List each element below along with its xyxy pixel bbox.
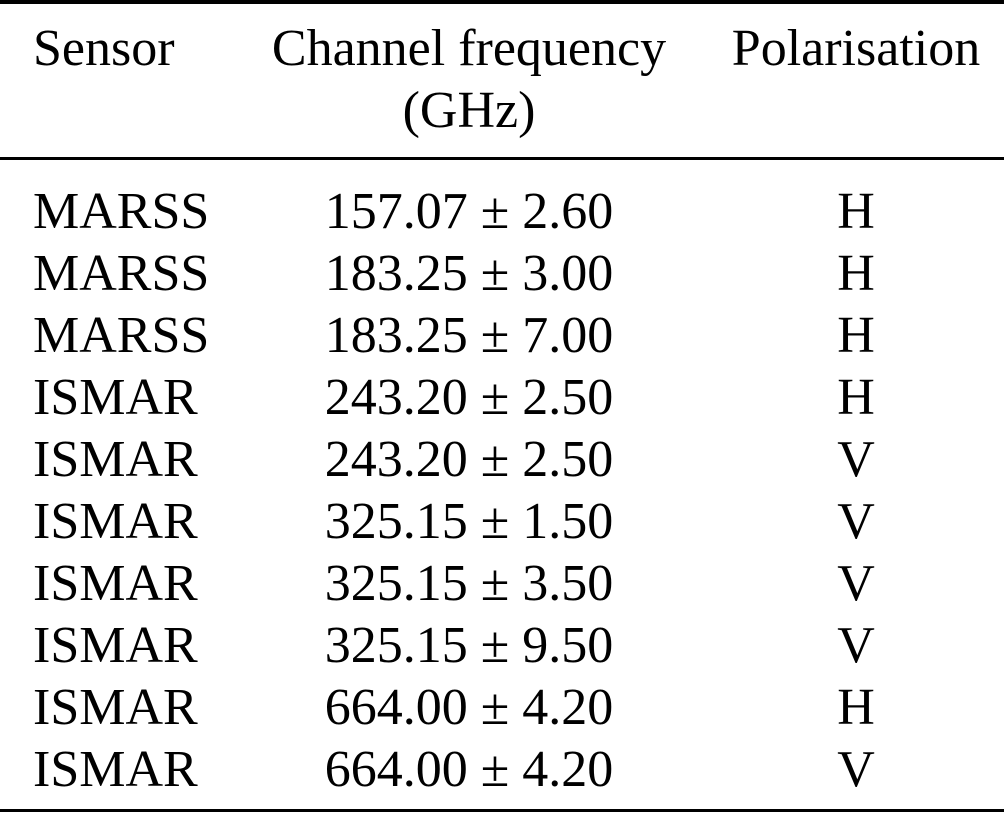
header-channel-frequency-line1: Channel frequency xyxy=(271,20,667,77)
cell-sensor: MARSS xyxy=(33,245,210,302)
table-row: MARSS 183.25 ± 7.00 H xyxy=(0,305,1004,367)
cell-polarisation: H xyxy=(837,369,875,426)
header-channel-frequency: Channel frequency (GHz) xyxy=(270,18,668,142)
cell-frequency: 325.15 ± 1.50 xyxy=(324,493,614,550)
cell-frequency: 157.07 ± 2.60 xyxy=(324,183,614,240)
cell-sensor: ISMAR xyxy=(33,369,198,426)
table-row: ISMAR 325.15 ± 9.50 V xyxy=(0,615,1004,677)
cell-frequency: 183.25 ± 7.00 xyxy=(324,307,614,364)
cell-frequency: 243.20 ± 2.50 xyxy=(324,369,614,426)
cell-frequency: 664.00 ± 4.20 xyxy=(324,741,614,798)
cell-polarisation: H xyxy=(837,307,875,364)
table-header-row: Sensor Channel frequency (GHz) Polarisat… xyxy=(0,4,1004,142)
cell-sensor: ISMAR xyxy=(33,493,198,550)
cell-polarisation: V xyxy=(837,741,875,798)
cell-polarisation: V xyxy=(837,617,875,674)
cell-frequency: 325.15 ± 9.50 xyxy=(324,617,614,674)
cell-polarisation: H xyxy=(837,183,875,240)
cell-polarisation: H xyxy=(837,245,875,302)
cell-frequency: 183.25 ± 3.00 xyxy=(324,245,614,302)
cell-sensor: ISMAR xyxy=(33,555,198,612)
table-row: ISMAR 243.20 ± 2.50 H xyxy=(0,367,1004,429)
table-row: ISMAR 664.00 ± 4.20 V xyxy=(0,739,1004,801)
table-rule-mid xyxy=(0,157,1004,160)
cell-sensor: ISMAR xyxy=(33,431,198,488)
cell-sensor: MARSS xyxy=(33,183,210,240)
header-sensor: Sensor xyxy=(33,20,175,77)
cell-polarisation: V xyxy=(837,431,875,488)
cell-sensor: ISMAR xyxy=(33,741,198,798)
table-row: ISMAR 325.15 ± 3.50 V xyxy=(0,553,1004,615)
cell-frequency: 325.15 ± 3.50 xyxy=(324,555,614,612)
table-row: MARSS 183.25 ± 3.00 H xyxy=(0,243,1004,305)
cell-polarisation: V xyxy=(837,555,875,612)
cell-polarisation: H xyxy=(837,679,875,736)
cell-sensor: MARSS xyxy=(33,307,210,364)
table-row: ISMAR 664.00 ± 4.20 H xyxy=(0,677,1004,739)
cell-frequency: 664.00 ± 4.20 xyxy=(324,679,614,736)
table-rule-top xyxy=(0,0,1004,4)
table-body: MARSS 157.07 ± 2.60 H MARSS 183.25 ± 3.0… xyxy=(0,160,1004,801)
header-polarisation: Polarisation xyxy=(731,20,981,77)
cell-polarisation: V xyxy=(837,493,875,550)
header-channel-frequency-unit: (GHz) xyxy=(402,82,536,139)
table-row: ISMAR 325.15 ± 1.50 V xyxy=(0,491,1004,553)
table-row: ISMAR 243.20 ± 2.50 V xyxy=(0,429,1004,491)
cell-sensor: ISMAR xyxy=(33,617,198,674)
cell-frequency: 243.20 ± 2.50 xyxy=(324,431,614,488)
table-row: MARSS 157.07 ± 2.60 H xyxy=(0,181,1004,243)
table-rule-bottom xyxy=(0,809,1004,812)
cell-sensor: ISMAR xyxy=(33,679,198,736)
